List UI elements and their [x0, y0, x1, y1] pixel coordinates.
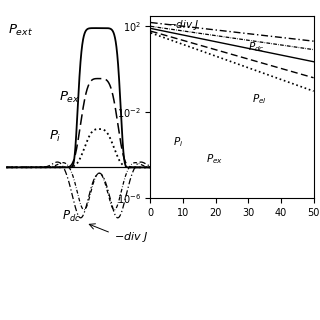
Text: $P_{ex}$: $P_{ex}$ — [206, 152, 223, 166]
Text: $P_{ext}$: $P_{ext}$ — [8, 23, 33, 38]
Text: $P_{dc}$: $P_{dc}$ — [248, 40, 265, 54]
Text: $P_{dc}$: $P_{dc}$ — [62, 209, 81, 224]
Text: $-div\ J$: $-div\ J$ — [167, 18, 199, 32]
Text: $P_{ex}$: $P_{ex}$ — [59, 90, 80, 105]
Text: $P_{el}$: $P_{el}$ — [252, 92, 266, 106]
Text: $P_i$: $P_i$ — [49, 129, 61, 144]
Text: $P_i$: $P_i$ — [173, 135, 183, 149]
Text: $-div\ J$: $-div\ J$ — [114, 230, 149, 244]
